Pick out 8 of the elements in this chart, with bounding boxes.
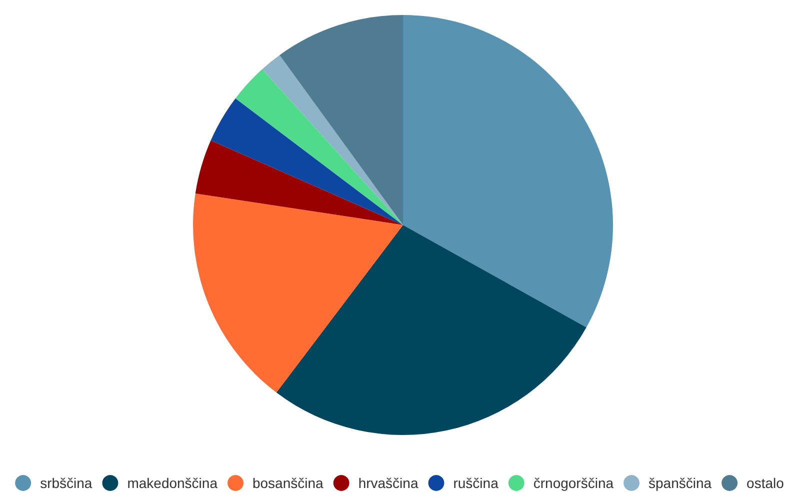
legend-label: hrvaščina <box>358 475 418 491</box>
legend-label: bosanščina <box>252 475 324 491</box>
legend-label: španščina <box>648 475 712 491</box>
legend-label: srbščina <box>40 475 92 491</box>
legend-label: makedonščina <box>127 475 218 491</box>
legend-label: črnogorščina <box>533 475 614 491</box>
legend-label: ruščina <box>453 475 499 491</box>
legend-label: ostalo <box>746 475 784 491</box>
